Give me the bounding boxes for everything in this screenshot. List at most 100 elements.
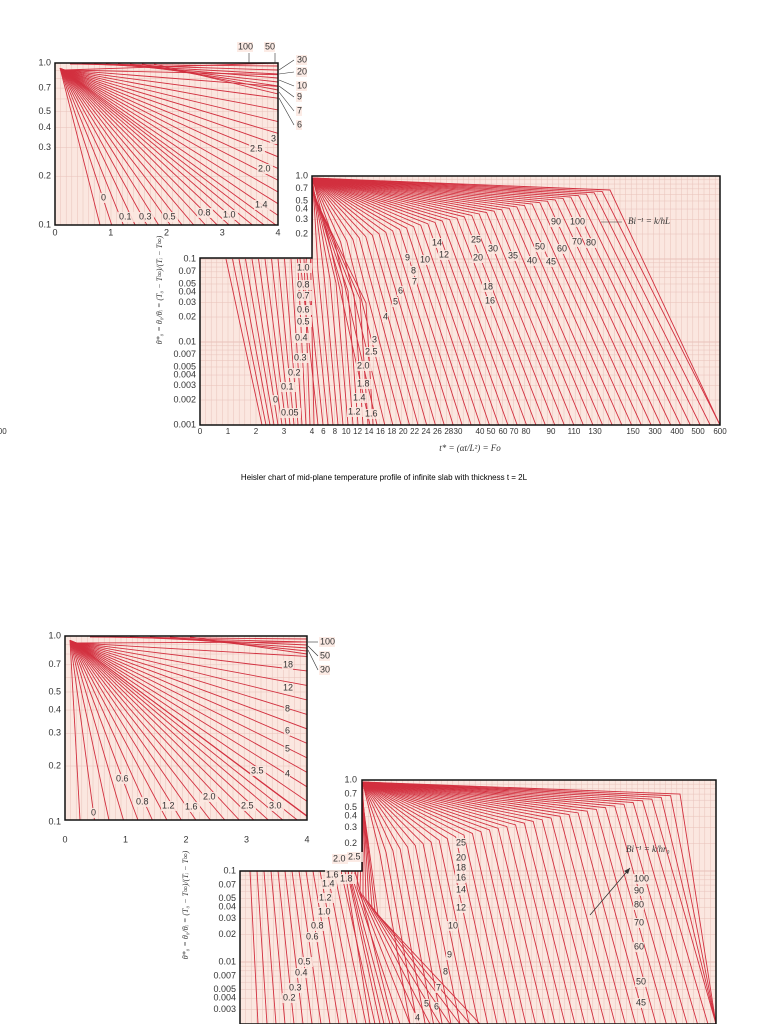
curve (256, 870, 268, 1024)
y-tick-label: 0.003 (173, 380, 196, 390)
curve (72, 640, 255, 820)
curve (362, 782, 657, 1024)
curve-label: 10 (448, 920, 458, 930)
curve (347, 870, 385, 1024)
curve (71, 640, 211, 820)
curve-label: 0.3 (294, 352, 307, 362)
curve (245, 258, 275, 425)
curve (362, 783, 489, 1024)
curve-label: 2.5 (348, 851, 361, 861)
curve (362, 782, 647, 1024)
curve (362, 783, 461, 1024)
curve (75, 642, 307, 701)
label-background (423, 999, 429, 1009)
curve (72, 641, 269, 820)
x-tick-label: 110 (568, 427, 581, 436)
curve (75, 642, 307, 657)
label-background (470, 235, 481, 245)
y-tick-label: 0.5 (344, 802, 357, 812)
plot-frame (199, 175, 721, 426)
curve (354, 870, 394, 1024)
label-background (550, 217, 561, 227)
curve (61, 68, 218, 225)
x-axis-label: t* = (αt/L²) = Fo (439, 443, 501, 453)
curve (62, 69, 278, 158)
label-background (115, 774, 131, 784)
curve (312, 177, 691, 425)
curve-label: 16 (485, 295, 495, 305)
label-background (446, 950, 452, 960)
curve (362, 782, 507, 1024)
x-tick-label: 500 (691, 427, 705, 436)
curve (249, 870, 259, 1024)
label-background (294, 333, 310, 343)
curve (70, 640, 153, 820)
label-background (237, 42, 253, 52)
label-background (431, 238, 442, 248)
y-tick-label: 0.2 (344, 838, 357, 848)
curve (312, 178, 565, 425)
curve (312, 178, 603, 425)
bi-label: Bi⁻¹ = k/hr₀ (626, 844, 670, 854)
label-background (296, 81, 307, 91)
curve (362, 782, 566, 1024)
label-background (202, 792, 218, 802)
label-background (352, 393, 368, 403)
curve (264, 258, 287, 425)
x-tick-label: 28 (444, 427, 453, 436)
curve (362, 783, 498, 1024)
label-background (534, 242, 545, 252)
y-tick-label: 0.3 (38, 142, 51, 152)
curve-label: 20 (297, 66, 307, 76)
curve (312, 178, 623, 425)
label-background (364, 347, 380, 357)
curve (71, 640, 226, 820)
x-tick-label: 4 (275, 227, 280, 237)
x-tick-label: 18 (387, 427, 396, 436)
label-background (318, 893, 334, 903)
y-tick-label: 1.0 (295, 170, 308, 180)
label-background (319, 665, 330, 675)
y-tick-label: 0.7 (48, 659, 61, 669)
curve (312, 178, 584, 425)
leader (278, 97, 295, 126)
curve-label: 1.2 (319, 892, 332, 902)
curve-label: 1.0 (297, 262, 310, 272)
curve (105, 63, 278, 79)
curve-label: 1.4 (353, 392, 366, 402)
curve (312, 178, 546, 425)
curve (362, 782, 636, 1024)
curve-label: 1.8 (340, 873, 353, 883)
curve (73, 641, 307, 802)
label-background (635, 998, 646, 1008)
y-tick-label: 0.05 (218, 893, 236, 903)
label-background (545, 257, 556, 267)
label-background (392, 297, 398, 307)
curve (117, 63, 278, 83)
curve-label: 1.0 (318, 906, 331, 916)
curve (61, 68, 230, 225)
curve (60, 68, 148, 225)
curve (362, 783, 434, 1024)
y-tick-label: 0.003 (213, 1004, 236, 1014)
curves (59, 63, 278, 225)
y-tick-label: 0.001 (173, 419, 196, 429)
curve-label: 7 (297, 105, 302, 115)
y-tick-label: 0.04 (178, 286, 196, 296)
curve-label: 1.0 (223, 209, 236, 219)
label-background (294, 968, 310, 978)
y-tick-label: 0.2 (48, 760, 61, 770)
curve-label: 0.6 (306, 931, 319, 941)
y-tick-label: 0.004 (173, 369, 196, 379)
label-background (455, 873, 466, 883)
curve (59, 67, 101, 225)
label-background (484, 296, 495, 306)
x-tick-label: 60 (499, 427, 508, 436)
curve-label: 0.5 (163, 211, 176, 221)
curve-label: 9 (405, 252, 410, 262)
curve (60, 68, 171, 225)
label-background (296, 67, 307, 77)
y-tick-label: 0.1 (38, 219, 51, 229)
curve-label: 0.8 (136, 796, 149, 806)
curve-label: 40 (527, 255, 537, 265)
